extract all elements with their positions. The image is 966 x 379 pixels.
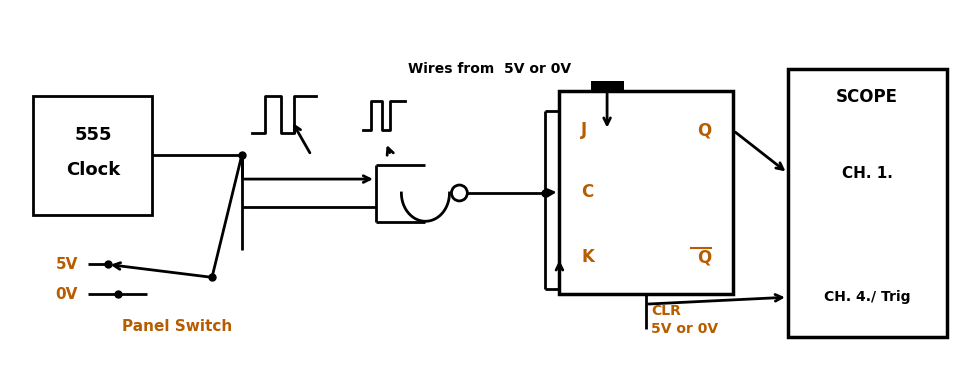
Circle shape xyxy=(451,185,468,201)
Text: J: J xyxy=(582,121,587,139)
Text: CH. 1.: CH. 1. xyxy=(841,166,893,181)
Text: 555: 555 xyxy=(74,127,112,144)
Text: CLR: CLR xyxy=(651,304,681,318)
Text: 5V: 5V xyxy=(56,257,78,272)
Text: CH. 4./ Trig: CH. 4./ Trig xyxy=(824,290,910,304)
Text: Panel Switch: Panel Switch xyxy=(122,319,233,335)
Bar xyxy=(787,69,947,337)
Text: Wires from  5V or 0V: Wires from 5V or 0V xyxy=(409,62,572,76)
Text: 5V or 0V: 5V or 0V xyxy=(651,322,718,336)
Text: C: C xyxy=(582,183,593,201)
Bar xyxy=(559,91,733,294)
Text: 0V: 0V xyxy=(56,287,78,302)
Text: Clock: Clock xyxy=(66,161,120,179)
Text: K: K xyxy=(582,249,594,266)
Bar xyxy=(33,96,153,215)
Text: Q: Q xyxy=(697,121,711,139)
Text: Q: Q xyxy=(697,249,711,266)
Text: SCOPE: SCOPE xyxy=(837,88,898,106)
